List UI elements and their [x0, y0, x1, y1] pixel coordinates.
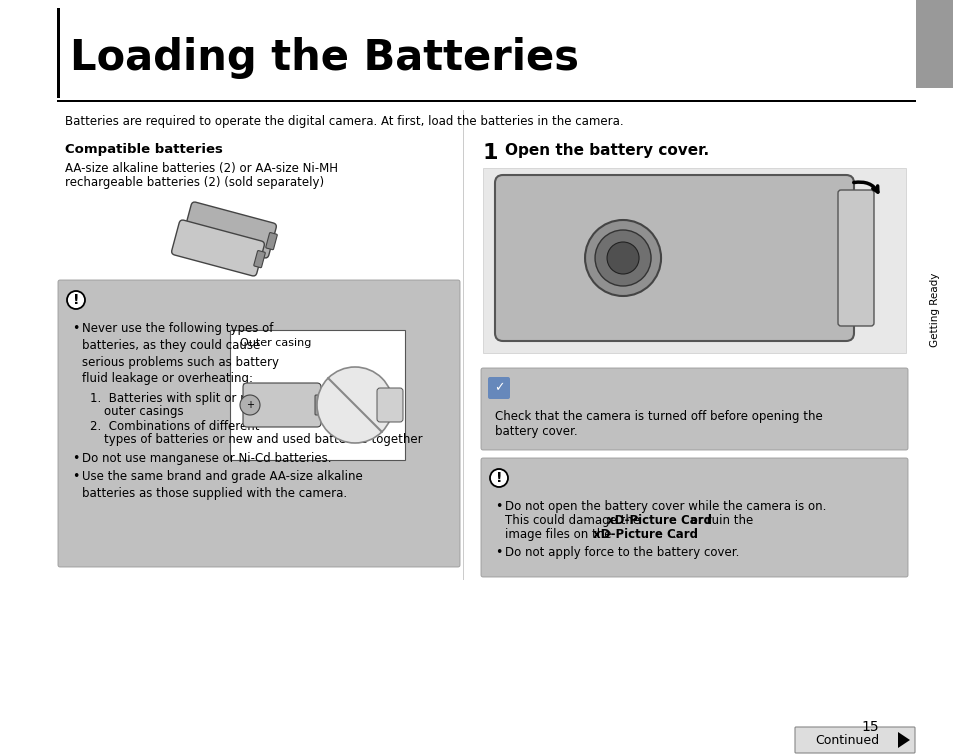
Text: •: • [495, 500, 502, 513]
Text: image files on the: image files on the [504, 528, 615, 541]
Text: AA-size alkaline batteries (2) or AA-size Ni-MH: AA-size alkaline batteries (2) or AA-siz… [65, 162, 337, 175]
Text: Outer casing: Outer casing [240, 338, 311, 348]
Text: Getting Ready: Getting Ready [929, 273, 939, 347]
Text: xD-Picture Card: xD-Picture Card [607, 514, 712, 527]
Text: 15: 15 [861, 720, 878, 734]
Circle shape [316, 367, 393, 443]
Text: outer casings: outer casings [104, 405, 183, 418]
Text: •: • [71, 322, 79, 335]
FancyBboxPatch shape [488, 377, 510, 399]
FancyBboxPatch shape [266, 233, 277, 250]
Text: Check that the camera is turned off before opening the: Check that the camera is turned off befo… [495, 410, 821, 423]
Text: 2.  Combinations of different: 2. Combinations of different [90, 420, 259, 433]
FancyBboxPatch shape [58, 280, 459, 567]
FancyBboxPatch shape [837, 190, 873, 326]
Circle shape [490, 469, 507, 487]
Text: •: • [71, 452, 79, 465]
Circle shape [606, 242, 639, 274]
Text: Use the same brand and grade AA-size alkaline
batteries as those supplied with t: Use the same brand and grade AA-size alk… [82, 470, 362, 500]
Text: •: • [495, 546, 502, 559]
Text: 1.  Batteries with split or peeling: 1. Batteries with split or peeling [90, 392, 284, 405]
FancyBboxPatch shape [243, 383, 320, 427]
Polygon shape [897, 732, 909, 748]
FancyBboxPatch shape [495, 175, 853, 341]
Bar [462, 110, 463, 580]
Text: +: + [246, 400, 253, 410]
Bar [915, 0, 953, 88]
Circle shape [240, 395, 260, 415]
Bar [482, 168, 905, 353]
Text: types of batteries or new and used batteries together: types of batteries or new and used batte… [104, 433, 422, 446]
Text: ✓: ✓ [494, 381, 504, 395]
Bar [230, 330, 405, 460]
Circle shape [67, 291, 85, 309]
FancyBboxPatch shape [184, 202, 276, 258]
FancyBboxPatch shape [480, 368, 907, 450]
FancyBboxPatch shape [253, 251, 265, 268]
Text: Never use the following types of
batteries, as they could cause
serious problems: Never use the following types of batteri… [82, 322, 278, 385]
Text: Do not apply force to the battery cover.: Do not apply force to the battery cover. [504, 546, 739, 559]
Text: !: ! [496, 471, 501, 485]
FancyBboxPatch shape [376, 388, 402, 422]
Text: This could damage the: This could damage the [504, 514, 643, 527]
Text: battery cover.: battery cover. [495, 425, 577, 438]
Text: or ruin the: or ruin the [686, 514, 752, 527]
Text: Continued: Continued [814, 734, 878, 747]
Text: •: • [71, 470, 79, 483]
Text: .: . [672, 528, 676, 541]
Text: 1: 1 [482, 143, 498, 163]
Text: Do not open the battery cover while the camera is on.: Do not open the battery cover while the … [504, 500, 825, 513]
Text: xD-Picture Card: xD-Picture Card [593, 528, 698, 541]
Text: Batteries are required to operate the digital camera. At first, load the batteri: Batteries are required to operate the di… [65, 115, 623, 128]
Text: Compatible batteries: Compatible batteries [65, 143, 223, 156]
Bar [57, 8, 60, 98]
Text: Do not use manganese or Ni-Cd batteries.: Do not use manganese or Ni-Cd batteries. [82, 452, 331, 465]
FancyBboxPatch shape [172, 220, 264, 276]
Text: Loading the Batteries: Loading the Batteries [70, 37, 578, 79]
FancyBboxPatch shape [794, 727, 914, 753]
Text: !: ! [72, 293, 79, 307]
Circle shape [595, 230, 650, 286]
FancyBboxPatch shape [314, 395, 323, 415]
Circle shape [584, 220, 660, 296]
Text: rechargeable batteries (2) (sold separately): rechargeable batteries (2) (sold separat… [65, 176, 324, 189]
Text: Open the battery cover.: Open the battery cover. [504, 143, 708, 158]
Bar [57, 100, 915, 101]
FancyBboxPatch shape [480, 458, 907, 577]
